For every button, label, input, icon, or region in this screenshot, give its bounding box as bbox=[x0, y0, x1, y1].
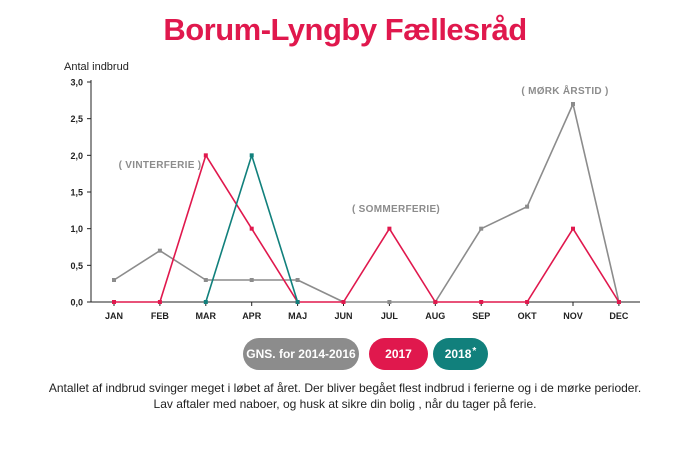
series-0-point bbox=[112, 278, 116, 282]
legend-2017-label: 2017 bbox=[385, 347, 412, 361]
x-tick-label: NOV bbox=[563, 311, 583, 321]
y-tick-label: 0,0 bbox=[70, 298, 83, 308]
series-1-line bbox=[114, 154, 620, 303]
series-2-point bbox=[295, 300, 300, 304]
series-0-line bbox=[113, 103, 620, 303]
series-0-point bbox=[387, 300, 392, 304]
x-tick-label: JAN bbox=[105, 311, 123, 321]
series-0-point bbox=[157, 248, 162, 253]
series-1-point bbox=[203, 153, 208, 158]
caption-line-1: Antallet af indbrud svinger meget i løbe… bbox=[48, 381, 642, 395]
chart-title: Borum-Lyngby Fællesråd bbox=[163, 12, 527, 47]
x-tick-label: DEC bbox=[609, 311, 629, 321]
series-1-point bbox=[479, 300, 484, 304]
x-tick-label: SEP bbox=[472, 311, 490, 321]
legend-2018: 2018 * bbox=[433, 338, 488, 370]
y-tick-label: 1,5 bbox=[70, 188, 83, 198]
series-0-point bbox=[525, 204, 530, 209]
series-2-point bbox=[249, 153, 254, 158]
y-tick-label: 2,0 bbox=[70, 151, 83, 161]
legend-2018-label: 2018 bbox=[444, 347, 472, 361]
annotation-label: ( VINTERFERIE ) bbox=[119, 160, 202, 171]
series-0-point bbox=[203, 278, 208, 282]
series-0-point bbox=[249, 278, 254, 282]
legend-avg: GNS. for 2014-2016 bbox=[243, 338, 359, 370]
x-tick-label: MAJ bbox=[288, 311, 307, 321]
caption-line-2: Lav aftaler med naboer, og husk at sikre… bbox=[153, 397, 537, 411]
series-1-point bbox=[525, 300, 530, 304]
legend-2017: 2017 bbox=[369, 338, 428, 370]
x-tick-label: APR bbox=[242, 311, 262, 321]
series-0-point bbox=[295, 278, 300, 282]
y-tick-label: 1,0 bbox=[70, 224, 83, 234]
legend-avg-label: GNS. for 2014-2016 bbox=[246, 347, 356, 361]
annotation-label: ( MØRK ÅRSTID ) bbox=[521, 84, 608, 97]
x-tick-label: JUN bbox=[334, 311, 352, 321]
x-tick-label: AUG bbox=[425, 311, 445, 321]
series-1-point bbox=[433, 300, 438, 304]
y-tick-label: 0,5 bbox=[70, 261, 83, 271]
series-1-point bbox=[112, 300, 116, 304]
series-1-point bbox=[341, 300, 346, 304]
caption: Antallet af indbrud svinger meget i løbe… bbox=[0, 380, 690, 412]
series-2-point bbox=[203, 300, 208, 304]
series-0-point bbox=[571, 102, 575, 106]
series-1-point bbox=[616, 300, 621, 304]
series-1-point bbox=[249, 226, 254, 231]
x-tick-label: FEB bbox=[151, 311, 170, 321]
annotation-label: ( SOMMERFERIE) bbox=[352, 204, 440, 215]
series-1-point bbox=[387, 226, 392, 231]
x-tick-label: JUL bbox=[381, 311, 399, 321]
x-tick-label: OKT bbox=[518, 311, 538, 321]
y-axis-label: Antal indbrud bbox=[64, 61, 129, 73]
y-tick-label: 3,0 bbox=[70, 78, 83, 88]
y-tick-label: 2,5 bbox=[70, 114, 83, 124]
series-0-point bbox=[479, 226, 484, 231]
legend-2018-asterisk: * bbox=[472, 345, 477, 357]
x-tick-label: MAR bbox=[196, 311, 217, 321]
series-1-point bbox=[157, 300, 162, 304]
series-1-point bbox=[571, 226, 575, 231]
